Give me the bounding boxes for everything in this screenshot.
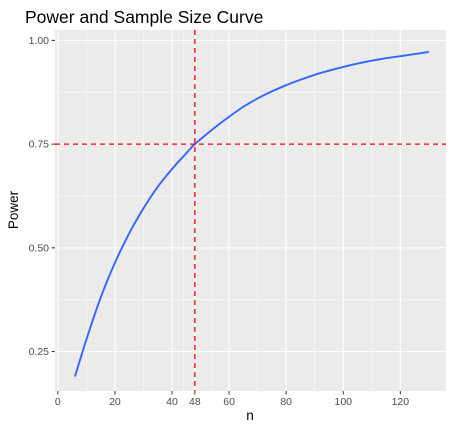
y-axis: 0.25 0.50 0.75 1.00 — [29, 35, 55, 358]
y-tick-label: 0.25 — [29, 346, 50, 358]
plot-panel — [55, 30, 446, 391]
power-curve-line — [74, 51, 430, 377]
x-tick-label: 100 — [334, 396, 352, 408]
y-tick-label: 0.75 — [29, 139, 50, 151]
y-tick-label: 1.00 — [29, 35, 50, 47]
x-tick-label: 80 — [280, 396, 292, 408]
y-tick-label: 0.50 — [29, 242, 50, 254]
minor-gridlines — [55, 30, 446, 391]
x-tick-label: 20 — [109, 396, 121, 408]
chart-title: Power and Sample Size Curve — [25, 7, 263, 27]
x-axis-title: n — [246, 408, 254, 423]
y-axis-title: Power — [6, 190, 21, 229]
x-tick-label: 48 — [189, 396, 201, 408]
x-tick-label: 40 — [166, 396, 178, 408]
x-axis: 0 20 40 48 60 80 100 120 — [55, 391, 409, 408]
x-tick-label: 120 — [392, 396, 410, 408]
series-layer — [74, 51, 430, 377]
x-tick-label: 60 — [223, 396, 235, 408]
x-tick-label: 0 — [55, 396, 61, 408]
reference-lines — [55, 30, 446, 391]
